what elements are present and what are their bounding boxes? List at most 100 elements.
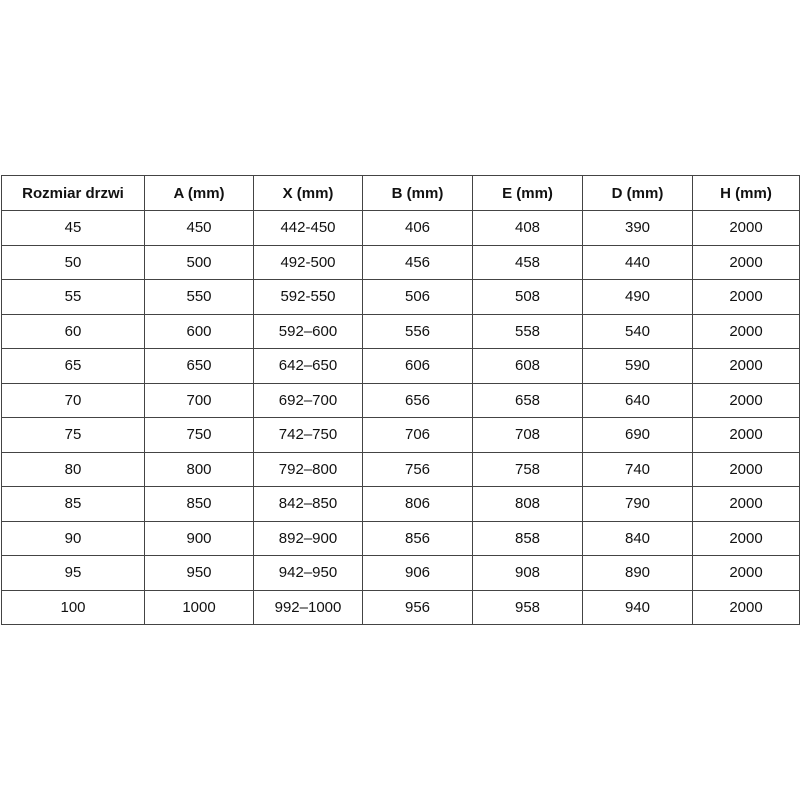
table-cell: 856 xyxy=(362,520,473,556)
table-cell: 80 xyxy=(1,451,145,487)
table-cell: 950 xyxy=(144,555,254,591)
table-cell: 492-500 xyxy=(253,244,363,280)
table-cell: 842–850 xyxy=(253,486,363,522)
table-row: 80 800 792–800 756 758 740 2000 xyxy=(1,451,800,487)
table-cell: 2000 xyxy=(692,520,800,556)
table-cell: 60 xyxy=(1,313,145,349)
table-cell: 100 xyxy=(1,589,145,625)
table-cell: 456 xyxy=(362,244,473,280)
table-cell: 1000 xyxy=(144,589,254,625)
table-cell: 550 xyxy=(144,279,254,315)
table-cell: 75 xyxy=(1,417,145,453)
table-cell: 840 xyxy=(582,520,693,556)
table-row: 60 600 592–600 556 558 540 2000 xyxy=(1,313,800,349)
table-cell: 642–650 xyxy=(253,348,363,384)
table-cell: 708 xyxy=(472,417,583,453)
table-cell: 958 xyxy=(472,589,583,625)
table-cell: 940 xyxy=(582,589,693,625)
column-header: Rozmiar drzwi xyxy=(1,175,145,211)
table-cell: 558 xyxy=(472,313,583,349)
table-row: 95 950 942–950 906 908 890 2000 xyxy=(1,555,800,591)
table-cell: 640 xyxy=(582,382,693,418)
table-cell: 858 xyxy=(472,520,583,556)
table-cell: 942–950 xyxy=(253,555,363,591)
table-row: 100 1000 992–1000 956 958 940 2000 xyxy=(1,589,800,625)
table-cell: 2000 xyxy=(692,210,800,246)
table-cell: 692–700 xyxy=(253,382,363,418)
table-cell: 55 xyxy=(1,279,145,315)
table-cell: 556 xyxy=(362,313,473,349)
table-cell: 606 xyxy=(362,348,473,384)
table-cell: 756 xyxy=(362,451,473,487)
table-cell: 608 xyxy=(472,348,583,384)
table-row: 45 450 442-450 406 408 390 2000 xyxy=(1,210,800,246)
column-header: B (mm) xyxy=(362,175,473,211)
table-cell: 490 xyxy=(582,279,693,315)
table-cell: 706 xyxy=(362,417,473,453)
table-cell: 440 xyxy=(582,244,693,280)
column-header: H (mm) xyxy=(692,175,800,211)
table-cell: 992–1000 xyxy=(253,589,363,625)
table-cell: 2000 xyxy=(692,589,800,625)
table-cell: 2000 xyxy=(692,348,800,384)
table-row: 90 900 892–900 856 858 840 2000 xyxy=(1,520,800,556)
table-cell: 90 xyxy=(1,520,145,556)
table-cell: 2000 xyxy=(692,451,800,487)
table-cell: 408 xyxy=(472,210,583,246)
table-cell: 2000 xyxy=(692,382,800,418)
column-header: X (mm) xyxy=(253,175,363,211)
table-cell: 2000 xyxy=(692,486,800,522)
table-cell: 890 xyxy=(582,555,693,591)
table-cell: 390 xyxy=(582,210,693,246)
table-cell: 850 xyxy=(144,486,254,522)
table-cell: 800 xyxy=(144,451,254,487)
table-cell: 790 xyxy=(582,486,693,522)
table-cell: 2000 xyxy=(692,313,800,349)
table-cell: 2000 xyxy=(692,417,800,453)
table-cell: 758 xyxy=(472,451,583,487)
table-cell: 506 xyxy=(362,279,473,315)
table-cell: 956 xyxy=(362,589,473,625)
table-cell: 742–750 xyxy=(253,417,363,453)
table-cell: 792–800 xyxy=(253,451,363,487)
table-cell: 500 xyxy=(144,244,254,280)
table-row: 55 550 592-550 506 508 490 2000 xyxy=(1,279,800,315)
table-cell: 85 xyxy=(1,486,145,522)
table-cell: 600 xyxy=(144,313,254,349)
table-cell: 900 xyxy=(144,520,254,556)
table-cell: 658 xyxy=(472,382,583,418)
door-size-table: Rozmiar drzwi A (mm) X (mm) B (mm) E (mm) D (… xyxy=(1,175,800,625)
column-header: D (mm) xyxy=(582,175,693,211)
table-cell: 808 xyxy=(472,486,583,522)
table-cell: 740 xyxy=(582,451,693,487)
table-cell: 45 xyxy=(1,210,145,246)
table-cell: 906 xyxy=(362,555,473,591)
table-cell: 406 xyxy=(362,210,473,246)
table-cell: 592-550 xyxy=(253,279,363,315)
table-cell: 540 xyxy=(582,313,693,349)
table-cell: 700 xyxy=(144,382,254,418)
table-cell: 750 xyxy=(144,417,254,453)
column-header: A (mm) xyxy=(144,175,254,211)
table-cell: 590 xyxy=(582,348,693,384)
table-cell: 656 xyxy=(362,382,473,418)
table-cell: 70 xyxy=(1,382,145,418)
table-cell: 592–600 xyxy=(253,313,363,349)
table-cell: 892–900 xyxy=(253,520,363,556)
table-row: 50 500 492-500 456 458 440 2000 xyxy=(1,244,800,280)
table-cell: 2000 xyxy=(692,555,800,591)
table-cell: 50 xyxy=(1,244,145,280)
table-cell: 442-450 xyxy=(253,210,363,246)
column-header: E (mm) xyxy=(472,175,583,211)
table-cell: 806 xyxy=(362,486,473,522)
table-cell: 2000 xyxy=(692,279,800,315)
table-cell: 908 xyxy=(472,555,583,591)
table-cell: 450 xyxy=(144,210,254,246)
table-cell: 690 xyxy=(582,417,693,453)
table-cell: 2000 xyxy=(692,244,800,280)
table-cell: 508 xyxy=(472,279,583,315)
table-cell: 95 xyxy=(1,555,145,591)
table-row: 65 650 642–650 606 608 590 2000 xyxy=(1,348,800,384)
header-row: Rozmiar drzwi A (mm) X (mm) B (mm) E (mm) D (… xyxy=(1,175,800,211)
table-cell: 458 xyxy=(472,244,583,280)
